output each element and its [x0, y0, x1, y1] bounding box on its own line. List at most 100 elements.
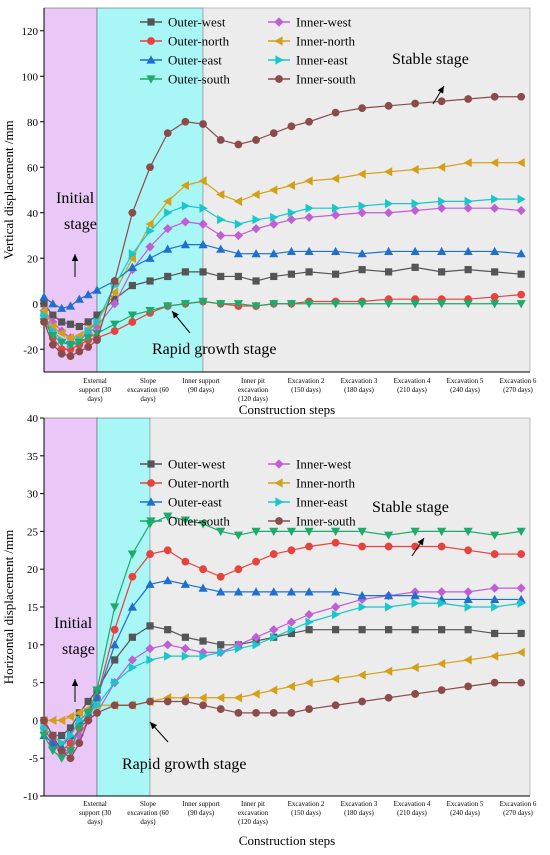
- data-point-inner-north: [163, 196, 172, 206]
- data-point-outer-west: [164, 272, 172, 281]
- x-category-label: Excavation 6 (270 days): [500, 800, 537, 817]
- data-point-outer-west: [146, 277, 154, 285]
- data-point-outer-west: [111, 656, 119, 664]
- data-point-outer-west: [84, 697, 92, 706]
- data-point-outer-south: [65, 747, 76, 756]
- data-point-outer-south: [74, 338, 84, 348]
- data-point-inner-east: [438, 598, 447, 608]
- data-point-inner-west: [437, 587, 447, 597]
- legend-label-inner-south: Inner-south: [296, 72, 356, 87]
- data-point-outer-east: [384, 246, 394, 256]
- data-point-outer-east: [269, 587, 279, 596]
- data-point-outer-east: [92, 285, 102, 294]
- data-point-inner-west: [304, 212, 314, 222]
- data-point-outer-east: [233, 249, 243, 258]
- x-category-label: Excavation 3 (180 days): [341, 800, 378, 817]
- legend-marker-outer-south: [146, 75, 156, 84]
- data-point-inner-west: [145, 242, 155, 252]
- data-point-inner-west: [163, 640, 173, 650]
- data-point-inner-east: [491, 602, 500, 612]
- data-point-outer-west: [305, 268, 313, 276]
- legend-marker-inner-north: [274, 478, 283, 488]
- x-category-line: (210 days): [397, 386, 427, 394]
- series-group: [39, 92, 526, 360]
- legend-marker-outer-west: [147, 460, 155, 468]
- data-point-outer-north: [128, 318, 137, 326]
- y-tick-label: 5: [33, 678, 39, 690]
- data-point-inner-south: [331, 108, 340, 117]
- data-point-outer-east: [145, 579, 155, 588]
- data-point-outer-east: [57, 303, 67, 312]
- initial-stage-label-2: stage: [64, 216, 97, 233]
- data-point-outer-west: [49, 311, 57, 319]
- data-point-outer-west: [270, 272, 278, 281]
- data-point-inner-north: [463, 158, 472, 168]
- y-tick-label: 0: [33, 715, 39, 727]
- data-point-inner-east: [234, 643, 243, 654]
- x-category-line: Inner pit: [241, 377, 265, 385]
- stage-backgrounds: [43, 7, 531, 373]
- data-point-outer-south: [410, 527, 420, 536]
- data-point-inner-north: [437, 659, 446, 669]
- x-category-line: (180 days): [344, 386, 374, 394]
- x-category-line: Excavation 5: [447, 377, 484, 385]
- data-point-outer-north: [490, 293, 499, 301]
- data-point-inner-north: [490, 158, 499, 168]
- x-category-label: Excavation 2 (150 days): [288, 377, 325, 394]
- x-category-line: (90 days): [188, 809, 215, 817]
- data-point-outer-west: [234, 272, 242, 281]
- rapid-growth-stage-label: Rapid growth stage: [122, 756, 246, 773]
- data-point-inner-south: [358, 104, 367, 112]
- data-point-inner-south: [384, 101, 393, 110]
- data-point-outer-east: [286, 587, 297, 596]
- data-point-outer-west: [164, 626, 172, 634]
- data-point-outer-west: [199, 268, 207, 276]
- data-point-outer-north: [128, 572, 137, 581]
- y-tick-label: 120: [22, 26, 39, 38]
- data-point-inner-north: [233, 196, 242, 206]
- data-point-inner-north: [65, 333, 75, 343]
- data-point-inner-south: [252, 136, 260, 144]
- x-category-line: (150 days): [291, 809, 321, 817]
- data-point-inner-west: [304, 609, 314, 620]
- data-point-inner-west: [216, 230, 226, 241]
- data-point-outer-north: [269, 550, 278, 558]
- data-point-inner-south: [287, 708, 296, 717]
- data-point-inner-east: [252, 214, 261, 225]
- x-category-line: Excavation 4: [394, 800, 431, 808]
- data-point-outer-west: [199, 637, 207, 645]
- x-category-line: Inner support: [182, 800, 220, 808]
- legend-marker-outer-south: [146, 517, 156, 526]
- data-point-outer-south: [463, 300, 473, 309]
- data-point-outer-south: [163, 512, 173, 521]
- data-point-outer-north: [331, 538, 340, 547]
- legend-marker-inner-south: [275, 517, 283, 525]
- data-point-outer-south: [92, 686, 102, 695]
- data-point-inner-south: [464, 682, 473, 691]
- data-point-inner-south: [181, 697, 190, 706]
- data-point-inner-north: [251, 689, 260, 699]
- data-point-inner-south: [93, 336, 101, 345]
- data-point-inner-south: [163, 697, 172, 706]
- data-point-outer-south: [233, 531, 243, 540]
- data-point-inner-east: [385, 602, 394, 612]
- data-point-outer-east: [516, 249, 526, 258]
- data-point-outer-east: [83, 290, 93, 299]
- legend-label-inner-west: Inner-west: [296, 15, 352, 30]
- x-category-line: (90 days): [188, 386, 215, 394]
- data-point-outer-east: [110, 640, 120, 649]
- data-point-outer-north: [199, 565, 207, 574]
- data-point-inner-east: [358, 602, 367, 612]
- data-point-inner-west: [286, 214, 297, 225]
- data-point-inner-south: [269, 708, 278, 717]
- data-point-inner-north: [304, 176, 313, 186]
- data-point-inner-north: [74, 708, 83, 718]
- initial-stage-region: [43, 7, 98, 373]
- legend-label-outer-north: Outer-north: [168, 34, 230, 49]
- data-point-outer-west: [517, 629, 525, 638]
- data-point-inner-west: [463, 587, 473, 597]
- data-point-outer-west: [252, 277, 260, 285]
- data-point-inner-north: [410, 662, 419, 673]
- legend-label-outer-west: Outer-west: [168, 15, 226, 30]
